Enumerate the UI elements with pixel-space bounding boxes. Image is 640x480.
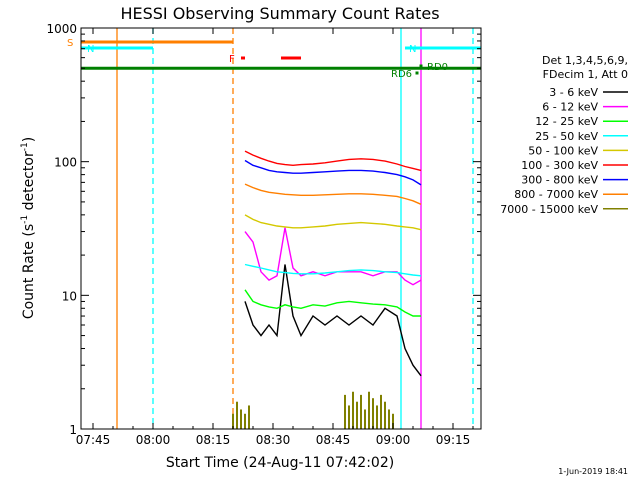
series-line-6 <box>244 159 422 186</box>
series-line-3 <box>244 263 422 277</box>
y-axis-label-sup2: -1 <box>20 142 30 151</box>
flag-label-0: S <box>67 38 73 49</box>
x-tick-label-2: 08:15 <box>196 433 231 447</box>
x-tick-label-1: 08:00 <box>136 433 171 447</box>
series-line-1 <box>244 227 422 286</box>
y-axis-label-head: Count Rate (s <box>21 224 37 319</box>
x-axis-label: Start Time (24-Aug-11 07:42:02) <box>166 455 394 471</box>
footer-date: 1-Jun-2019 18:41 <box>558 467 628 476</box>
y-axis-ticks: 1 10 100 1000 <box>46 22 481 437</box>
legend-label-6: 300 - 800 keV <box>521 174 598 187</box>
legend-label-1: 6 - 12 keV <box>542 101 598 114</box>
plot-frame <box>80 27 482 430</box>
flag-label-1: N <box>87 44 94 55</box>
flag-label-2: N <box>409 44 416 55</box>
y-tick-label-1: 10 <box>62 289 77 303</box>
legend-label-5: 100 - 300 keV <box>521 159 598 172</box>
legend-label-0: 3 - 6 keV <box>549 86 598 99</box>
x-tick-label-0: 07:45 <box>76 433 111 447</box>
plot-area: S N N F RD6 RD0 <box>67 28 481 429</box>
series-line-2 <box>244 289 421 317</box>
x-tick-label-5: 09:00 <box>376 433 411 447</box>
series-line-4 <box>244 214 422 231</box>
series-line-5 <box>244 150 422 172</box>
vertical-markers <box>81 28 481 429</box>
x-tick-label-4: 08:45 <box>316 433 351 447</box>
y-axis-label-sup1: -1 <box>20 215 30 224</box>
y-tick-label-0: 1 <box>69 423 77 437</box>
flag-label-3: F <box>229 54 235 65</box>
data-series <box>232 150 422 429</box>
legend-label-3: 25 - 50 keV <box>535 130 598 143</box>
flag-dot-6 <box>419 64 423 68</box>
y-axis-label-end: ) <box>21 137 37 142</box>
flag-dot-5 <box>415 71 419 75</box>
legend: Det 1,3,4,5,6,9, FDecim 1, Att 0 3 - 6 k… <box>500 54 628 216</box>
x-tick-label-6: 09:15 <box>436 433 471 447</box>
y-axis-label: Count Rate (s-1 detector-1) <box>20 137 37 319</box>
legend-label-7: 800 - 7000 keV <box>514 188 598 201</box>
y-tick-label-3: 1000 <box>46 22 77 36</box>
y-axis-label-mid: detector <box>21 151 37 215</box>
legend-label-8: 7000 - 15000 keV <box>500 203 598 216</box>
legend-header-2: FDecim 1, Att 0 <box>543 68 628 81</box>
flag-label-5: RD6 <box>391 69 412 80</box>
x-tick-label-3: 08:30 <box>256 433 291 447</box>
attenuator-flags: S N N F RD6 RD0 <box>67 38 481 80</box>
legend-label-2: 12 - 25 keV <box>535 115 598 128</box>
series-line-0 <box>244 264 422 377</box>
legend-label-4: 50 - 100 keV <box>528 144 598 157</box>
flag-label-6: RD0 <box>427 62 448 73</box>
legend-header-1: Det 1,3,4,5,6,9, <box>542 54 628 67</box>
y-tick-label-2: 100 <box>54 156 77 170</box>
chart-title: HESSI Observing Summary Count Rates <box>120 4 439 23</box>
series-line-7 <box>244 183 422 205</box>
x-axis-ticks: 07:45 08:00 08:15 08:30 08:45 09:00 09:15 <box>76 28 474 447</box>
